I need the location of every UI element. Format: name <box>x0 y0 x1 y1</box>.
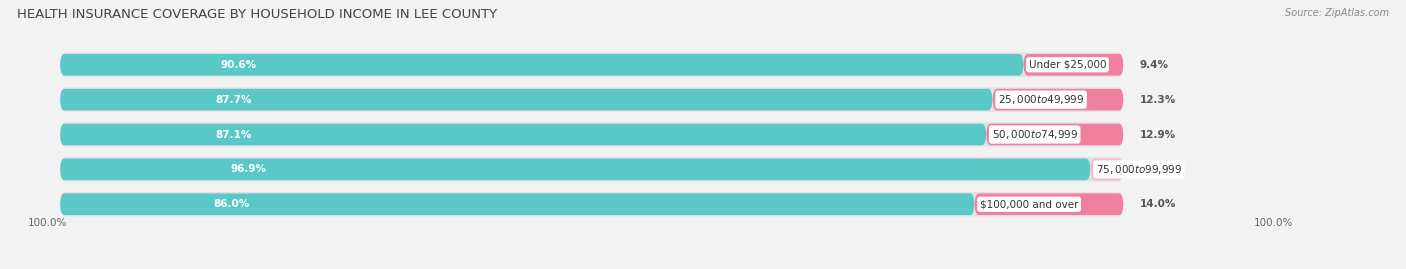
FancyBboxPatch shape <box>60 54 1024 76</box>
Text: Source: ZipAtlas.com: Source: ZipAtlas.com <box>1285 8 1389 18</box>
FancyBboxPatch shape <box>986 124 1123 145</box>
FancyBboxPatch shape <box>993 89 1123 111</box>
Text: 87.7%: 87.7% <box>217 95 252 105</box>
Text: 86.0%: 86.0% <box>214 199 249 209</box>
FancyBboxPatch shape <box>60 124 986 145</box>
FancyBboxPatch shape <box>60 193 974 215</box>
Text: 100.0%: 100.0% <box>28 218 67 228</box>
Text: 12.9%: 12.9% <box>1139 129 1175 140</box>
Text: 96.9%: 96.9% <box>231 164 267 174</box>
FancyBboxPatch shape <box>60 122 1123 147</box>
FancyBboxPatch shape <box>974 193 1123 215</box>
FancyBboxPatch shape <box>60 89 993 111</box>
FancyBboxPatch shape <box>60 52 1123 77</box>
FancyBboxPatch shape <box>60 157 1123 182</box>
FancyBboxPatch shape <box>60 192 1123 217</box>
FancyBboxPatch shape <box>1024 54 1123 76</box>
Text: HEALTH INSURANCE COVERAGE BY HOUSEHOLD INCOME IN LEE COUNTY: HEALTH INSURANCE COVERAGE BY HOUSEHOLD I… <box>17 8 496 21</box>
Text: 3.1%: 3.1% <box>1139 164 1168 174</box>
Text: 100.0%: 100.0% <box>1254 218 1294 228</box>
Text: 12.3%: 12.3% <box>1139 95 1175 105</box>
Text: $75,000 to $99,999: $75,000 to $99,999 <box>1095 163 1182 176</box>
Text: 9.4%: 9.4% <box>1139 60 1168 70</box>
FancyBboxPatch shape <box>1091 158 1123 180</box>
Text: Under $25,000: Under $25,000 <box>1029 60 1107 70</box>
FancyBboxPatch shape <box>60 87 1123 112</box>
Text: 14.0%: 14.0% <box>1139 199 1175 209</box>
Text: 87.1%: 87.1% <box>215 129 252 140</box>
Text: $25,000 to $49,999: $25,000 to $49,999 <box>998 93 1084 106</box>
Text: $50,000 to $74,999: $50,000 to $74,999 <box>991 128 1078 141</box>
Text: $100,000 and over: $100,000 and over <box>980 199 1078 209</box>
Text: 90.6%: 90.6% <box>221 60 257 70</box>
FancyBboxPatch shape <box>60 158 1091 180</box>
